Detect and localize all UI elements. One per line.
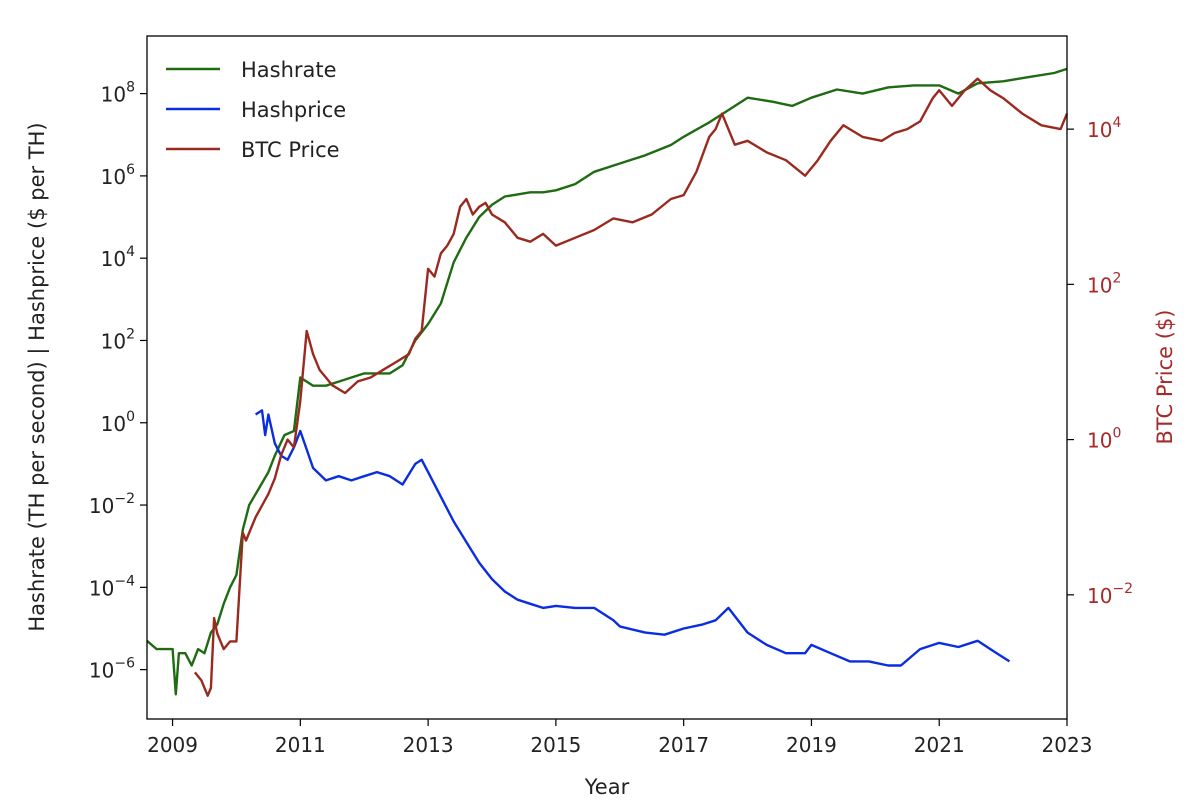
left-axis: 108 106 104 102 100 10−2 10−4 10−6	[89, 80, 147, 683]
x-axis-title: Year	[584, 775, 630, 799]
series-line-hashprice	[254, 409, 1011, 667]
series-line-hashrate	[146, 67, 1068, 696]
right-y-tick-label: 104	[1087, 115, 1121, 142]
legend-label-hashrate: Hashrate	[241, 58, 337, 82]
left-y-tick-label: 106	[101, 162, 135, 189]
legend-label-hashprice: Hashprice	[241, 98, 346, 122]
right-y-tick-label: 10−2	[1087, 581, 1133, 608]
right-y-tick-label: 102	[1087, 270, 1121, 297]
series-layer	[146, 67, 1069, 697]
left-y-axis-title: Hashrate (TH per second) | Hashprice ($ …	[25, 122, 50, 631]
left-y-tick-label: 100	[101, 409, 135, 436]
x-tick-label: 2013	[403, 733, 454, 757]
x-tick-label: 2017	[658, 733, 709, 757]
x-tick-label: 2009	[147, 733, 198, 757]
legend-label-btc-price: BTC Price	[241, 138, 340, 162]
left-y-tick-label: 102	[101, 326, 135, 353]
right-y-tick-label: 100	[1087, 426, 1121, 453]
x-tick-label: 2011	[275, 733, 326, 757]
x-tick-label: 2015	[530, 733, 581, 757]
left-y-tick-label: 10−2	[89, 491, 135, 518]
left-y-tick-label: 104	[101, 244, 135, 271]
left-y-tick-label: 10−6	[89, 656, 135, 683]
x-tick-label: 2021	[914, 733, 965, 757]
series-line-btc-price	[193, 77, 1069, 697]
right-y-axis-title: BTC Price ($)	[1153, 310, 1177, 445]
left-y-tick-label: 10−4	[89, 573, 135, 600]
right-axis: 104 102 100 10−2	[1067, 115, 1133, 608]
bottom-axis: 2009 2011 2013 2015 2017 2019 2021 2023	[147, 719, 1092, 757]
legend: Hashrate Hashprice BTC Price	[166, 58, 346, 162]
plot-frame	[146, 35, 1068, 720]
left-y-tick-label: 108	[101, 80, 135, 107]
x-tick-label: 2023	[1042, 733, 1093, 757]
x-tick-label: 2019	[786, 733, 837, 757]
